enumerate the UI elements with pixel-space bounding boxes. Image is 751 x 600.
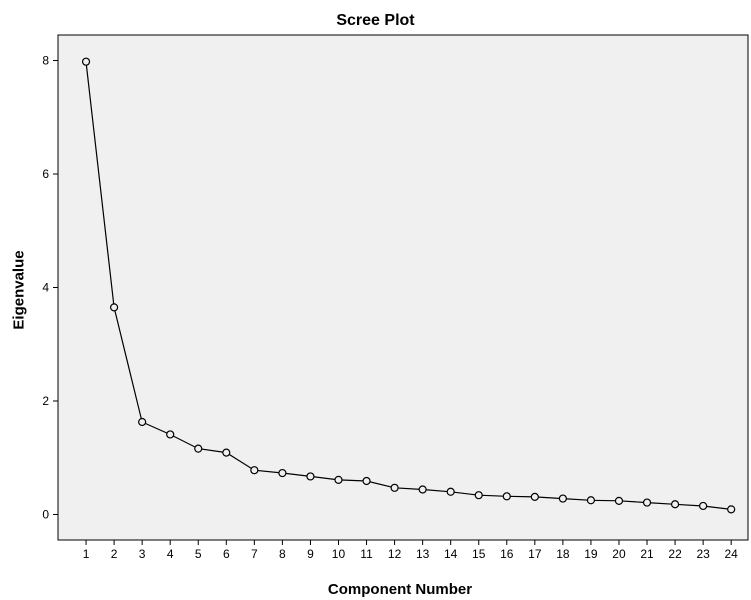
data-point-marker	[586, 496, 596, 505]
data-point-marker	[558, 494, 567, 503]
data-point-marker	[362, 476, 371, 486]
data-point-marker	[109, 303, 119, 312]
data-point-marker	[474, 491, 483, 500]
x-tick-label: 5	[195, 547, 202, 561]
y-tick-label: 8	[42, 54, 49, 68]
data-point-marker	[699, 501, 708, 511]
x-tick-label: 17	[528, 547, 542, 561]
x-tick-label: 23	[696, 547, 710, 561]
data-point-marker	[278, 468, 287, 478]
x-tick-label: 2	[111, 547, 118, 561]
y-tick-label: 0	[42, 507, 49, 521]
data-point-marker	[222, 448, 231, 457]
data-point-marker	[446, 487, 455, 496]
y-tick-label: 2	[42, 394, 49, 408]
data-point-marker	[727, 505, 736, 514]
data-point-marker	[418, 485, 427, 494]
data-point-marker	[306, 472, 315, 481]
x-tick-label: 3	[139, 547, 146, 561]
x-tick-label: 13	[416, 547, 430, 561]
data-point-marker	[530, 492, 539, 501]
x-tick-label: 22	[668, 547, 682, 561]
data-point-marker	[194, 444, 203, 453]
x-tick-label: 12	[388, 547, 402, 561]
x-tick-label: 10	[332, 547, 346, 561]
x-tick-label: 7	[251, 547, 258, 561]
chart-title: Scree Plot	[336, 12, 415, 29]
x-tick-label: 11	[360, 547, 373, 561]
x-axis-label: Component Number	[327, 581, 473, 598]
x-tick-label: 1	[83, 547, 90, 561]
x-tick-label: 16	[500, 547, 514, 561]
y-tick-label: 6	[42, 167, 49, 181]
x-tick-label: 6	[223, 547, 230, 561]
x-tick-label: 19	[584, 547, 598, 561]
data-point-marker	[642, 498, 652, 507]
data-point-marker	[250, 466, 259, 475]
x-tick-label: 18	[556, 547, 570, 561]
x-tick-label: 21	[640, 547, 654, 561]
plot-area	[57, 34, 749, 541]
data-point-marker	[390, 483, 399, 492]
eigenvalue-line	[85, 61, 732, 510]
x-tick-label: 14	[444, 547, 458, 561]
x-tick-label: 8	[279, 547, 286, 561]
x-tick-label: 15	[472, 547, 486, 561]
y-tick-label: 4	[42, 281, 49, 295]
data-point-marker	[138, 417, 147, 427]
x-tick-label: 24	[724, 547, 738, 561]
data-point-marker	[614, 496, 624, 505]
x-tick-label: 20	[612, 547, 626, 561]
x-tick-label: 4	[167, 547, 174, 561]
x-tick-label: 9	[307, 547, 314, 561]
data-point-marker	[166, 430, 175, 439]
data-point-marker	[502, 492, 511, 501]
data-point-marker	[81, 57, 91, 66]
data-point-marker	[334, 475, 343, 484]
data-point-marker	[670, 500, 680, 509]
